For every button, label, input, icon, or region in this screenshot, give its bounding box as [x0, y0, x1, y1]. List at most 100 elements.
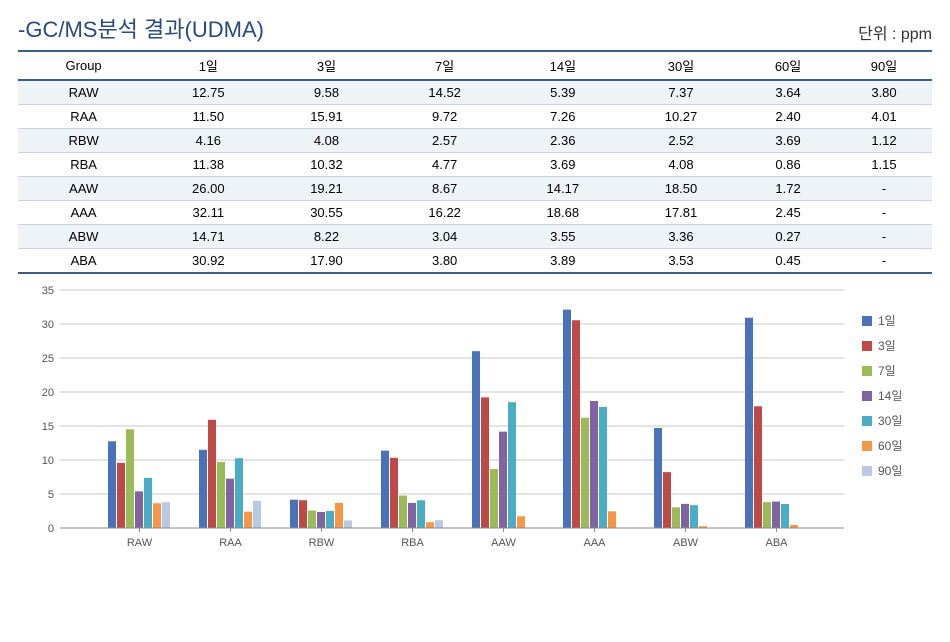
bar — [326, 511, 334, 528]
legend-label: 30일 — [878, 412, 902, 429]
table-cell: 4.08 — [622, 153, 740, 177]
table-cell: - — [836, 249, 932, 274]
table-cell: 3.80 — [386, 249, 504, 274]
table-header-cell: 30일 — [622, 51, 740, 80]
table-cell: 4.16 — [149, 129, 267, 153]
header: -GC/MS분석 결과(UDMA) 단위 : ppm — [18, 12, 932, 44]
table-header-cell: 60일 — [740, 51, 836, 80]
table-cell: 9.72 — [386, 105, 504, 129]
bar — [153, 503, 161, 528]
legend-swatch — [862, 391, 872, 401]
table-cell: 18.68 — [504, 201, 622, 225]
table-cell: 7.37 — [622, 80, 740, 105]
table-cell: 30.92 — [149, 249, 267, 274]
y-tick-label: 25 — [42, 353, 54, 365]
x-tick-label: ABW — [673, 537, 699, 549]
table-cell: 2.57 — [386, 129, 504, 153]
table-cell: 15.91 — [267, 105, 385, 129]
bar — [126, 429, 134, 528]
bar — [581, 418, 589, 528]
table-cell: RAW — [18, 80, 149, 105]
table-cell: 17.90 — [267, 249, 385, 274]
table-cell: 1.72 — [740, 177, 836, 201]
table-row: AAA32.1130.5516.2218.6817.812.45- — [18, 201, 932, 225]
bar — [226, 479, 234, 528]
bar — [690, 505, 698, 528]
bar — [417, 500, 425, 528]
bar — [317, 512, 325, 528]
table-cell: 4.01 — [836, 105, 932, 129]
y-tick-label: 15 — [42, 421, 54, 433]
table-cell: 30.55 — [267, 201, 385, 225]
table-cell: 3.89 — [504, 249, 622, 274]
x-tick-label: RBA — [401, 537, 424, 549]
bar — [399, 496, 407, 528]
chart-container: 05101520253035RAWRAARBWRBAAAWAAAABWABA 1… — [18, 282, 932, 552]
table-cell: - — [836, 177, 932, 201]
table-row: RBW4.164.082.572.362.523.691.12 — [18, 129, 932, 153]
bar — [435, 520, 443, 528]
page-title: -GC/MS분석 결과(UDMA) — [18, 12, 264, 44]
table-cell: AAW — [18, 177, 149, 201]
table-row: RBA11.3810.324.773.694.080.861.15 — [18, 153, 932, 177]
bar — [390, 458, 398, 528]
x-tick-label: RAA — [219, 537, 242, 549]
table-cell: 14.71 — [149, 225, 267, 249]
bar — [381, 451, 389, 528]
table-cell: 0.86 — [740, 153, 836, 177]
table-row: RAW12.759.5814.525.397.373.643.80 — [18, 80, 932, 105]
y-tick-label: 5 — [48, 489, 54, 501]
table-cell: 3.69 — [740, 129, 836, 153]
table-cell: 3.55 — [504, 225, 622, 249]
bar — [781, 504, 789, 528]
bar — [590, 401, 598, 528]
legend-label: 7일 — [878, 362, 896, 379]
table-cell: 10.32 — [267, 153, 385, 177]
legend-swatch — [862, 466, 872, 476]
x-tick-label: RAW — [127, 537, 153, 549]
table-cell: 17.81 — [622, 201, 740, 225]
table-cell: 0.45 — [740, 249, 836, 274]
table-cell: 10.27 — [622, 105, 740, 129]
bar-chart: 05101520253035RAWRAARBWRBAAAWAAAABWABA — [18, 282, 862, 552]
table-header-cell: 1일 — [149, 51, 267, 80]
table-header-cell: Group — [18, 51, 149, 80]
table-cell: 3.69 — [504, 153, 622, 177]
legend-item: 3일 — [862, 337, 932, 354]
legend-item: 60일 — [862, 437, 932, 454]
table-cell: - — [836, 225, 932, 249]
table-cell: 16.22 — [386, 201, 504, 225]
table-cell: 5.39 — [504, 80, 622, 105]
bar — [763, 502, 771, 528]
bar — [681, 504, 689, 528]
table-row: ABA30.9217.903.803.893.530.45- — [18, 249, 932, 274]
table-cell: 3.36 — [622, 225, 740, 249]
table-cell: 32.11 — [149, 201, 267, 225]
table-cell: 3.80 — [836, 80, 932, 105]
bar — [208, 420, 216, 528]
x-tick-label: AAW — [491, 537, 516, 549]
table-row: RAA11.5015.919.727.2610.272.404.01 — [18, 105, 932, 129]
bar — [563, 310, 571, 528]
table-cell: 8.67 — [386, 177, 504, 201]
y-tick-label: 0 — [48, 523, 54, 535]
table-cell: 14.52 — [386, 80, 504, 105]
y-tick-label: 10 — [42, 455, 54, 467]
table-cell: 7.26 — [504, 105, 622, 129]
table-cell: ABA — [18, 249, 149, 274]
bar — [772, 502, 780, 528]
bar — [408, 503, 416, 528]
legend-swatch — [862, 416, 872, 426]
legend-item: 90일 — [862, 462, 932, 479]
bar — [344, 520, 352, 528]
bar — [117, 463, 125, 528]
bar — [572, 320, 580, 528]
table-cell: 2.36 — [504, 129, 622, 153]
y-tick-label: 20 — [42, 387, 54, 399]
bar — [335, 503, 343, 528]
table-cell: 2.45 — [740, 201, 836, 225]
bar — [599, 407, 607, 528]
y-tick-label: 30 — [42, 319, 54, 331]
legend-label: 3일 — [878, 337, 896, 354]
bar — [199, 450, 207, 528]
